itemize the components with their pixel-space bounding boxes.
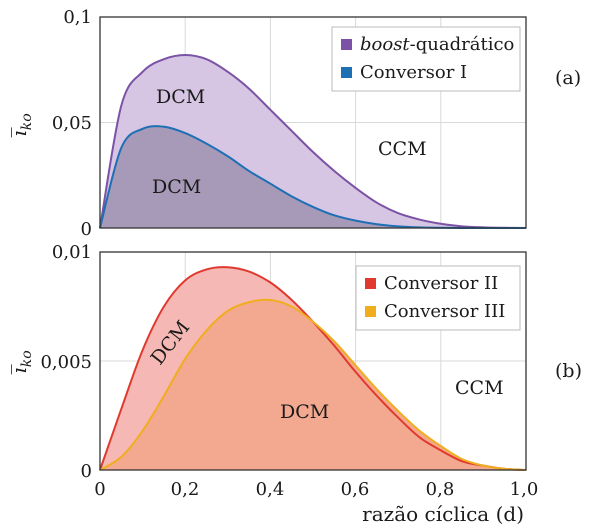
area-conversor-iii (100, 299, 526, 470)
legend-swatch-boost-quadratico (341, 39, 352, 50)
legend-label-conversor-iii: Conversor III (384, 301, 505, 322)
xtick-1.0: 1,0 (510, 479, 539, 500)
panel-tag-b: (b) (555, 360, 582, 382)
panel-tag-a: (a) (555, 67, 581, 89)
xtick-0.4: 0,4 (256, 479, 285, 500)
panel-a: DCM DCM CCM 0,1 0,05 0 i̅ko boost-quadrá… (7, 7, 581, 240)
region-label-dcm-a-top: DCM (156, 86, 205, 108)
xtick-0.2: 0,2 (171, 479, 200, 500)
line-conversor-iii (99, 298, 527, 471)
ytick-b-0.005: 0,005 (40, 352, 92, 373)
xlabel: razão cíclica (d) (362, 502, 524, 526)
legend-swatch-conversor-i (341, 67, 352, 78)
xtick-0.6: 0,6 (341, 479, 370, 500)
xtick-0.8: 0,8 (426, 479, 455, 500)
region-label-dcm-b-center: DCM (280, 401, 329, 423)
frame-b (99, 251, 527, 471)
legend-a: boost-quadrático Conversor I (331, 26, 521, 92)
region-label-ccm-b: CCM (455, 377, 504, 399)
ytick-b-0.01: 0,01 (52, 242, 92, 263)
legend-swatch-conversor-ii (365, 278, 376, 289)
legend-label-conversor-i: Conversor I (360, 62, 467, 83)
svg-text:i̅ko: i̅ko (7, 113, 35, 137)
area-conversor-i (100, 126, 526, 229)
ytick-a-0.05: 0,05 (52, 113, 92, 134)
legend-label-conversor-ii: Conversor II (384, 273, 498, 294)
ylabel-b: i̅ko (7, 350, 35, 374)
region-label-dcm-a-bottom: DCM (152, 176, 201, 198)
region-label-ccm-a: CCM (378, 138, 427, 160)
legend-label-boost-quadratico: boost-quadrático (360, 34, 514, 55)
ytick-b-0: 0 (81, 461, 92, 482)
frame-a (99, 16, 527, 229)
line-boost-quadratico (99, 53, 527, 229)
legend-swatch-conversor-iii (365, 306, 376, 317)
ytick-a-0: 0 (81, 219, 92, 240)
xtick-0: 0 (94, 479, 105, 500)
ylabel-a: i̅ko (7, 113, 35, 137)
panel-b: DCM DCM CCM 0,01 0,005 0 0 0,2 0,4 0,6 0… (7, 242, 582, 526)
svg-text:i̅ko: i̅ko (7, 350, 35, 374)
ytick-a-0.1: 0,1 (63, 7, 92, 28)
legend-b: Conversor II Conversor III (355, 265, 521, 331)
